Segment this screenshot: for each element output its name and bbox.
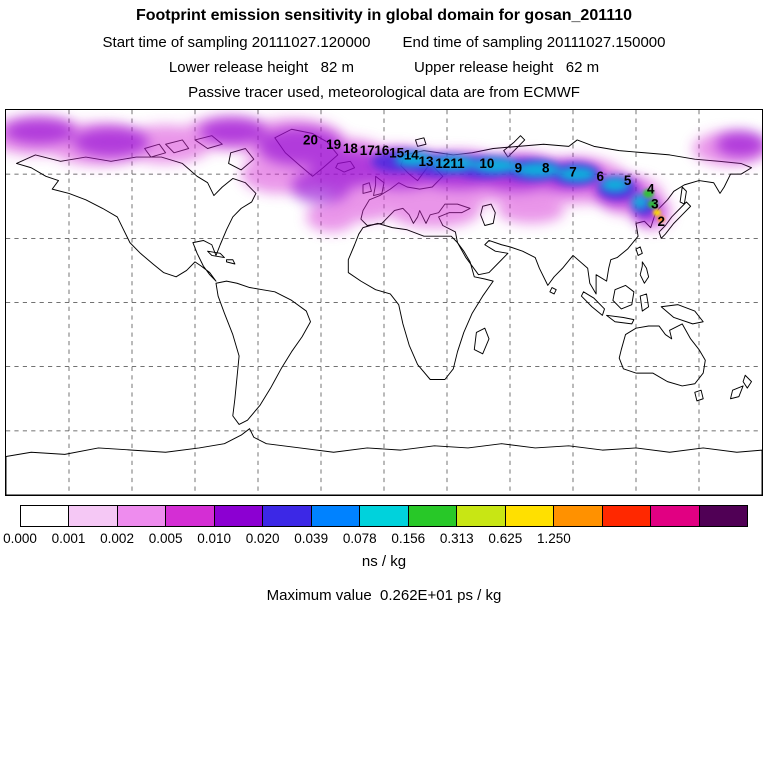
- trajectory-point-label: 11: [450, 156, 465, 171]
- trajectory-point-label: 4: [647, 182, 655, 197]
- plume-layer-green: [643, 188, 658, 209]
- colorbar-panel: 0.000 0.001 0.002 0.005 0.010 0.020 0.039 0.078…: [3, 505, 748, 548]
- antarctica-coast: [6, 428, 762, 495]
- trajectory-point-label: 14: [404, 147, 419, 162]
- colorbar-tick-label: 0.078: [342, 531, 377, 546]
- colorbar-segment: [408, 506, 458, 526]
- lower-release-label: Lower release height 82 m: [168, 59, 354, 76]
- graticule: [6, 110, 762, 495]
- colorbar-segment: [21, 506, 70, 526]
- trajectory-point-label: 20: [303, 132, 318, 147]
- colorbar-segment: [69, 506, 118, 526]
- plot-title: Footprint emission sensitivity in global…: [135, 7, 633, 24]
- trajectory-point-label: 7: [569, 164, 576, 179]
- plume-layer-cyan-core: [394, 151, 649, 210]
- tracer-note-line: Passive tracer used, meteorological data…: [0, 84, 768, 101]
- world-map: 20 19 18 17 16 15 14 13 12 11 10 9 8 7 6 543 2: [6, 110, 762, 495]
- trajectory-point-label: 2: [657, 214, 664, 229]
- plume-layer-group: [6, 116, 762, 232]
- trajectory-point-label: 3: [651, 197, 659, 212]
- colorbar: [20, 505, 748, 527]
- trajectory-point-label: 12: [435, 156, 450, 171]
- colorbar-tick-labels: 0.000 0.001 0.002 0.005 0.010 0.020 0.039 0.078…: [3, 531, 748, 548]
- colorbar-segment: [360, 506, 409, 526]
- colorbar-tick-label: 0.625: [488, 531, 523, 546]
- trajectory-point-label: 5: [624, 173, 632, 188]
- max-value-label: Maximum value 0.262E+01 ps / kg: [266, 587, 502, 604]
- sampling-end-label: End time of sampling 20111027.150000: [402, 34, 666, 51]
- colorbar-segment: [311, 506, 361, 526]
- colorbar-units-label: ns / kg: [361, 553, 407, 570]
- trajectory-point-label: 6: [597, 169, 605, 184]
- colorbar-tick-label: 0.010: [197, 531, 232, 546]
- colorbar-segment: [457, 506, 506, 526]
- trajectory-point-label: 10: [479, 156, 494, 171]
- plume-layer-yellow: [653, 209, 661, 217]
- plume-layer-orange: [657, 215, 665, 223]
- trajectory-point-label: 15: [389, 145, 404, 160]
- trajectory-point-label: 8: [542, 160, 550, 175]
- colorbar-segment: [554, 506, 603, 526]
- colorbar-tick-label: 1.250: [536, 531, 571, 546]
- trajectory-point-label: 18: [343, 141, 358, 156]
- tracer-note-label: Passive tracer used, meteorological data…: [188, 84, 580, 101]
- colorbar-tick-label: 0.039: [294, 531, 329, 546]
- trajectory-point-label: 9: [515, 160, 523, 175]
- release-heights-line: Lower release height 82 m Upper release …: [0, 59, 768, 76]
- colorbar-segment: [263, 506, 312, 526]
- colorbar-tick-label: 0.001: [51, 531, 86, 546]
- trajectory-labels: 20 19 18 17 16 15 14 13 12 11 10 9 8 7 6 543 2: [303, 132, 665, 228]
- colorbar-segment: [505, 506, 555, 526]
- colorbar-tick-label: 0.313: [439, 531, 474, 546]
- map-panel: 20 19 18 17 16 15 14 13 12 11 10 9 8 7 6 5 4 3 2: [5, 109, 763, 496]
- sampling-times-line: Start time of sampling 20111027.120000 E…: [0, 34, 768, 51]
- south-america-coast: [215, 280, 311, 425]
- australia-coast: [618, 323, 706, 387]
- caspian-sea-outline: [480, 203, 496, 226]
- upper-release-label: Upper release height 62 m: [414, 59, 600, 76]
- colorbar-segment: [602, 506, 652, 526]
- sampling-start-label: Start time of sampling 20111027.120000: [102, 34, 371, 51]
- colorbar-tick-label: 0.156: [391, 531, 426, 546]
- colorbar-tick-label: 0.005: [148, 531, 183, 546]
- trajectory-point-label: 19: [326, 137, 341, 152]
- trajectory-point-label: 16: [374, 143, 389, 158]
- colorbar-segment: [117, 506, 167, 526]
- colorbar-segment: [166, 506, 215, 526]
- north-america-coast: [16, 154, 257, 282]
- colorbar-segment: [651, 506, 700, 526]
- trajectory-point-label: 13: [419, 154, 434, 169]
- colorbar-segment: [699, 506, 748, 526]
- header: Footprint emission sensitivity in global…: [0, 0, 768, 101]
- trajectory-point-label: 17: [360, 143, 375, 158]
- africa-coast: [347, 222, 494, 380]
- colorbar-tick-label: 0.002: [100, 531, 134, 546]
- colorbar-segment: [214, 506, 264, 526]
- colorbar-tick-label: 0.020: [245, 531, 280, 546]
- colorbar-tick-label: 0.000: [3, 531, 37, 546]
